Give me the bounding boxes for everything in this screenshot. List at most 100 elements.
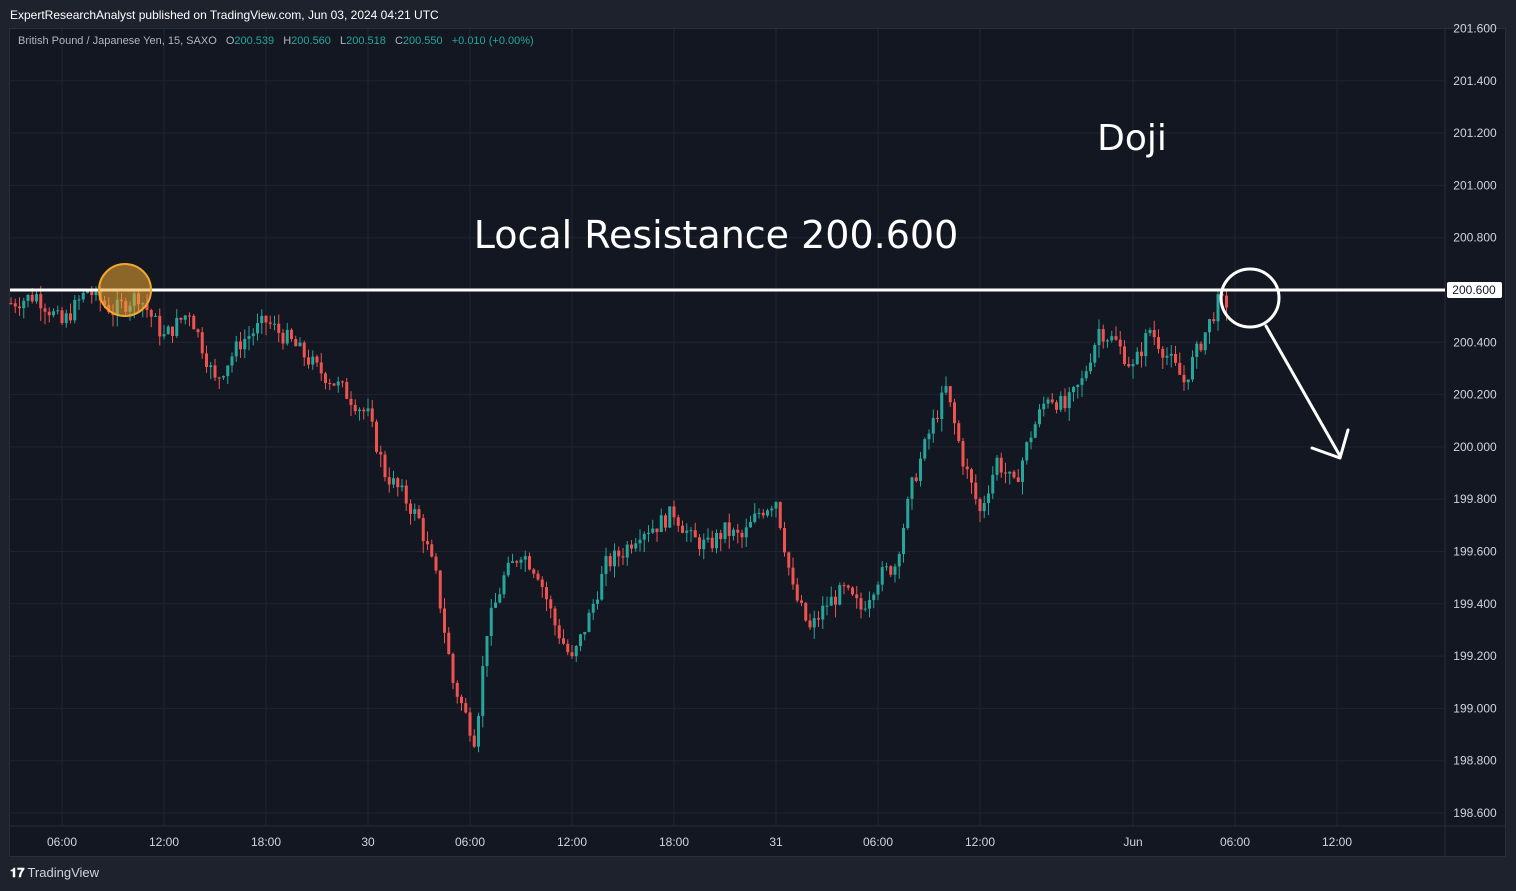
- y-tick-label: 199.800: [1453, 492, 1497, 506]
- candle-body-down: [268, 322, 272, 324]
- candle-body-down: [621, 556, 625, 558]
- doji-circle[interactable]: [1219, 267, 1281, 329]
- candle-body-down: [90, 290, 94, 296]
- candle-body-down: [1152, 329, 1156, 338]
- candle-body-down: [562, 638, 565, 644]
- candle-body-down: [528, 556, 531, 570]
- candle-body-down: [1140, 351, 1143, 357]
- candle-body-down: [455, 682, 459, 697]
- candle-body-up: [723, 522, 727, 540]
- candle-body-down: [817, 618, 820, 620]
- candle-body-down: [693, 530, 697, 538]
- candle-body-down: [472, 735, 476, 747]
- candle-body-up: [502, 575, 506, 595]
- candle-body-up: [715, 532, 718, 549]
- tradingview-logo[interactable]: 𝟏𝟕 TradingView: [10, 865, 99, 881]
- candle-body-up: [22, 300, 26, 309]
- candle-body-down: [855, 594, 859, 599]
- candle-body-up: [77, 299, 81, 301]
- candle-body-up: [489, 607, 493, 637]
- candle-body-down: [1118, 339, 1122, 347]
- candle-body-down: [149, 309, 153, 317]
- highlight-circle[interactable]: [98, 263, 152, 317]
- candle-body-down: [332, 383, 336, 386]
- candle-body-down: [362, 409, 366, 412]
- candle-body-down: [324, 373, 327, 384]
- publisher-text: ExpertResearchAnalyst published on Tradi…: [10, 8, 439, 22]
- candle-body-down: [957, 423, 961, 442]
- candle-body-up: [596, 599, 599, 604]
- tradingview-logo-text: TradingView: [27, 865, 100, 880]
- candle-body-up: [1169, 353, 1173, 356]
- y-tick-label: 200.800: [1453, 231, 1497, 245]
- candle-body-down: [460, 696, 463, 704]
- chart-frame[interactable]: [9, 28, 1506, 857]
- y-tick-label: 200.000: [1453, 440, 1497, 454]
- y-tick-label: 201.600: [1453, 22, 1497, 36]
- candle-body-down: [974, 482, 978, 500]
- candle-body-down: [281, 332, 285, 344]
- candle-body-down: [39, 294, 43, 309]
- candle-body-up: [944, 386, 948, 393]
- candle-body-up: [481, 666, 485, 716]
- candle-body-up: [234, 341, 238, 357]
- candle-body-up: [642, 533, 646, 540]
- high-value: 200.560: [291, 35, 331, 47]
- candle-body-up: [1106, 340, 1109, 342]
- candle-body-down: [804, 602, 808, 621]
- candle-body-down: [464, 703, 468, 713]
- candle-body-up: [868, 600, 871, 609]
- candle-body-up: [600, 573, 604, 600]
- candle-body-up: [183, 315, 187, 320]
- candle-body-up: [392, 478, 395, 485]
- candle-body-down: [1063, 395, 1067, 409]
- down-arrow-head[interactable]: [1310, 428, 1350, 460]
- x-tick-label: 18:00: [251, 835, 281, 849]
- candle-body-down: [468, 712, 472, 736]
- symbol-name: British Pound / Japanese Yen, 15, SAXO: [18, 35, 217, 47]
- candle-body-down: [328, 383, 332, 385]
- candle-body-up: [400, 485, 404, 488]
- candle-body-up: [927, 433, 931, 440]
- candle-body-up: [477, 715, 480, 747]
- candle-body-up: [991, 474, 995, 494]
- candle-body-down: [1127, 364, 1131, 367]
- candle-body-up: [812, 618, 816, 628]
- candle-body-down: [778, 502, 782, 528]
- candle-body-up: [1025, 442, 1029, 461]
- candle-body-up: [1029, 437, 1033, 443]
- candle-body-up: [154, 315, 157, 317]
- candle-body-down: [47, 311, 51, 316]
- x-tick-label: 12:00: [149, 835, 179, 849]
- candle-body-up: [222, 376, 225, 378]
- candle-body-down: [795, 584, 799, 601]
- candle-body-down: [171, 326, 174, 337]
- candle-body-down: [43, 308, 47, 312]
- candle-body-up: [689, 530, 693, 532]
- symbol-legend: British Pound / Japanese Yen, 15, SAXO O…: [18, 35, 534, 47]
- candle-body-up: [579, 634, 582, 647]
- candle-body-down: [1174, 353, 1177, 363]
- candle-body-up: [175, 317, 179, 337]
- x-tick-label: 06:00: [863, 835, 893, 849]
- candle-body-down: [540, 579, 544, 588]
- candle-body-down: [239, 341, 242, 350]
- candle-body-down: [719, 532, 723, 540]
- candle-body-up: [226, 365, 230, 377]
- candle-body-down: [1004, 472, 1007, 474]
- candle-body-up: [1046, 399, 1050, 404]
- x-tick-label: 06:00: [455, 835, 485, 849]
- candle-body-down: [213, 365, 217, 378]
- footer-bar: 𝟏𝟕 TradingView: [0, 858, 1516, 891]
- candle-body-up: [885, 566, 888, 568]
- candle-body-down: [387, 477, 391, 485]
- candle-body-up: [358, 409, 361, 412]
- y-tick-label: 201.000: [1453, 178, 1497, 192]
- candle-body-down: [341, 381, 344, 383]
- candle-body-down: [999, 457, 1003, 473]
- candle-body-down: [617, 550, 621, 557]
- candle-body-up: [230, 356, 234, 366]
- candle-body-up: [273, 323, 276, 325]
- down-arrow-shaft[interactable]: [1264, 324, 1342, 458]
